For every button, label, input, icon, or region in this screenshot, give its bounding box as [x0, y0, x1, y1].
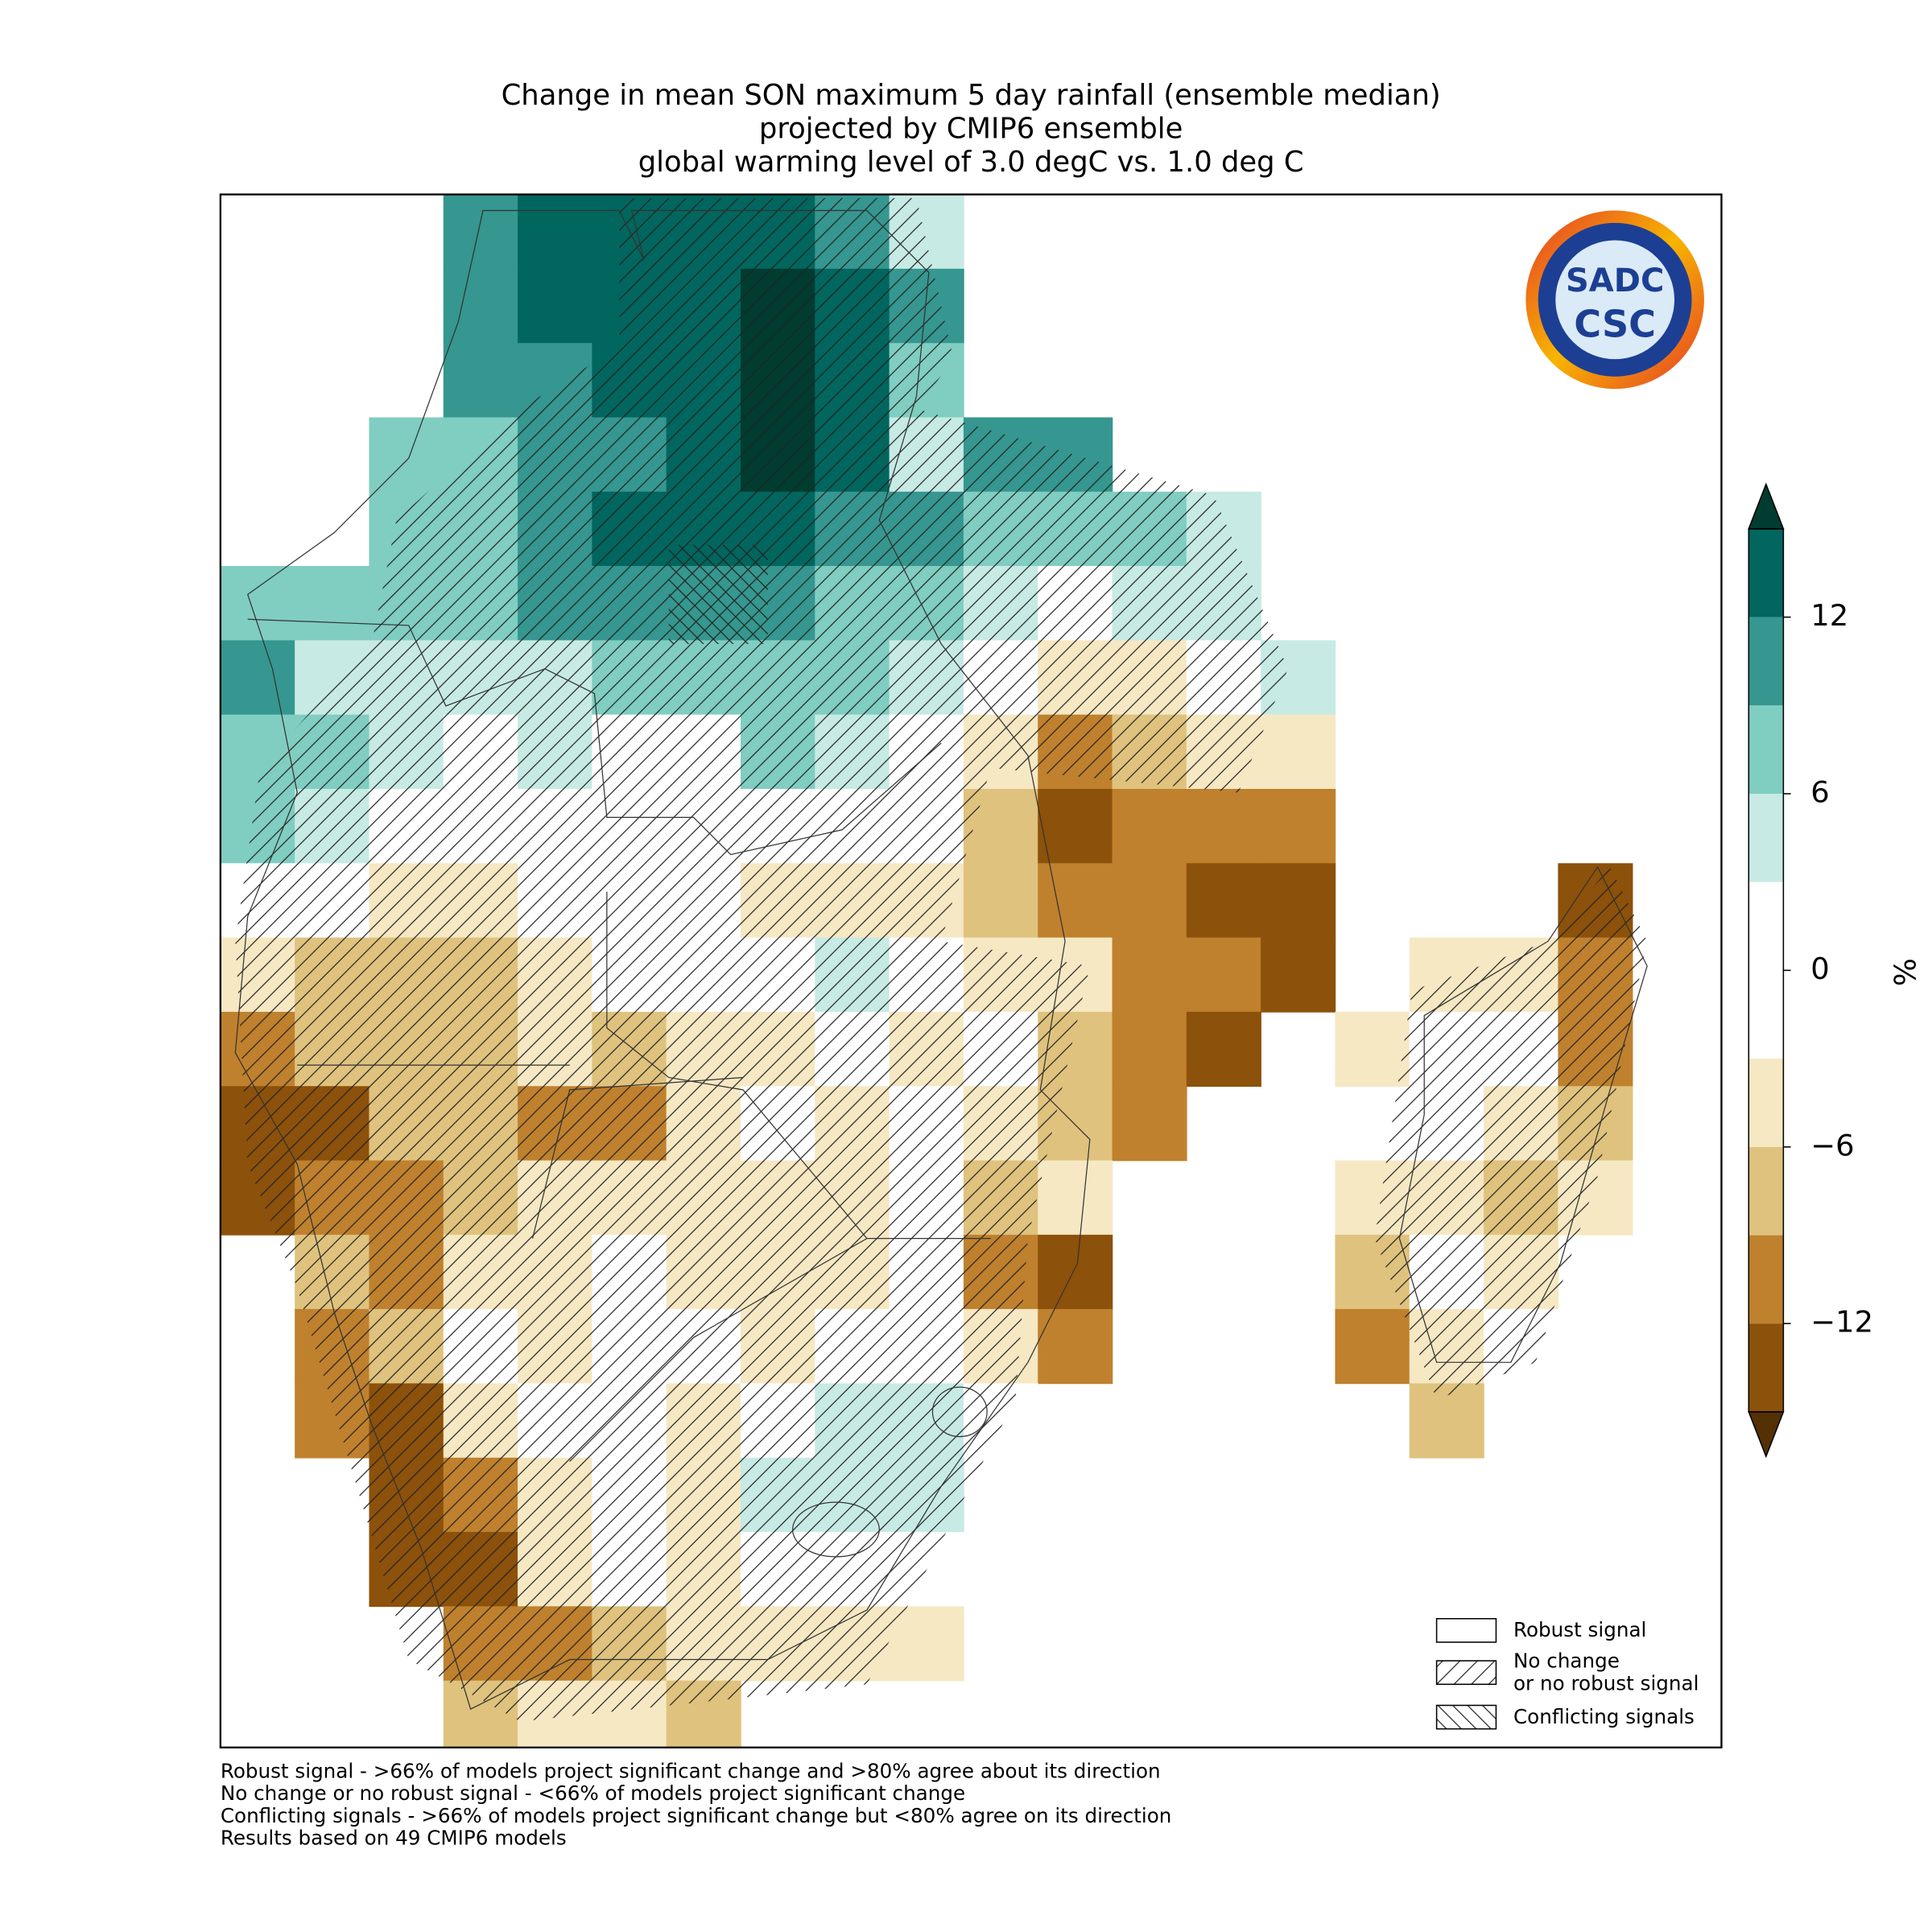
logo-center [1555, 240, 1674, 360]
colorbar-band [1748, 1059, 1784, 1147]
colorbar-band [1748, 881, 1784, 1059]
colorbar-label: % [1889, 958, 1923, 986]
colorbar-band [1748, 617, 1784, 706]
logo-name: SADC [1566, 262, 1664, 299]
grid-cell [1112, 789, 1187, 865]
legend-label: Robust signal [1513, 1618, 1646, 1641]
title: global warming level of 3.0 degC vs. 1.0… [638, 146, 1304, 179]
legend-label: Conflicting signals [1513, 1705, 1695, 1728]
conflict-hatch [668, 544, 768, 644]
grid-cell [1409, 1383, 1484, 1459]
colorbar-band [1748, 1146, 1784, 1236]
grid-cell [1335, 1011, 1410, 1087]
coastline [234, 209, 1091, 1710]
title: Change in mean SON maximum 5 day rainfal… [502, 79, 1441, 112]
grid-cell [1112, 1086, 1187, 1162]
grid-cell [963, 863, 1038, 939]
grid-cell [1038, 1309, 1113, 1385]
grid-cell [1186, 863, 1261, 939]
colorbar-band [1748, 794, 1784, 882]
footnote: No change or no robust signal - <66% of … [221, 1781, 965, 1805]
map-frame [219, 193, 1723, 1748]
borders [234, 209, 1648, 1710]
grid-cell [443, 343, 518, 419]
hatching [235, 198, 1648, 1722]
legend-label: No change [1513, 1649, 1620, 1673]
logo-abbr: CSC [1574, 303, 1656, 346]
colorbar-band [1748, 1323, 1784, 1412]
colorbar-tick-label: −6 [1810, 1128, 1854, 1162]
grid-cell [1261, 937, 1336, 1013]
logo: SADC CSC [1525, 210, 1704, 390]
no-signal-hatch [1374, 866, 1648, 1400]
no-signal-hatch [235, 198, 1289, 1722]
grid-cell [1112, 863, 1187, 939]
grid-cell [518, 194, 593, 270]
colorbar-tick-label: 6 [1810, 775, 1829, 810]
grid-cell [1038, 863, 1113, 939]
country-border [792, 1501, 880, 1558]
grid-cell [1261, 789, 1336, 865]
footnote: Results based on 49 CMIP6 models [221, 1827, 567, 1850]
footnote: Robust signal - >66% of models project s… [221, 1760, 1161, 1783]
grid-cell [1186, 789, 1261, 865]
legend-label: or no robust signal [1513, 1671, 1699, 1695]
colorbar-band [1748, 705, 1784, 794]
grid-cell [1261, 714, 1336, 790]
legend-swatch [1435, 1618, 1497, 1643]
grid-cell [220, 640, 295, 716]
colorbar-band [1748, 1235, 1784, 1324]
grid-cell [443, 268, 518, 344]
grid-cell [1335, 1309, 1410, 1385]
grid-cell [1186, 937, 1261, 1013]
colorbar-tick-label: 0 [1810, 952, 1829, 986]
legend-swatch [1435, 1660, 1497, 1686]
footnote: Conflicting signals - >66% of models pro… [221, 1804, 1172, 1827]
grid-cell [295, 566, 370, 642]
country-border [931, 1386, 988, 1438]
country-border [247, 618, 991, 1462]
grid-cell [889, 1606, 964, 1682]
coastline [1398, 865, 1648, 1363]
grid-cell [1038, 789, 1113, 865]
grid-cell [1186, 1011, 1261, 1087]
grid-cell [518, 268, 593, 344]
colorbar-tick-label: 12 [1810, 598, 1848, 633]
grid-cell [1038, 1160, 1113, 1236]
grid-cell [443, 194, 518, 270]
grid-cell [369, 417, 444, 493]
grid-cell [220, 566, 295, 642]
colorbar: −12 −6 0 6 12 [1748, 482, 1873, 1459]
colorbar-tick-label: −12 [1810, 1305, 1873, 1340]
grid-cell [1261, 863, 1336, 939]
grid-cell [1112, 1011, 1187, 1087]
grid-cell [1112, 937, 1187, 1013]
grid-cell [1038, 1234, 1113, 1310]
colorbar-band [1748, 528, 1784, 617]
notes: Robust signal - >66% of models project s… [221, 1760, 1172, 1850]
legend-swatch [1435, 1704, 1497, 1730]
title: projected by CMIP6 ensemble [759, 113, 1183, 146]
